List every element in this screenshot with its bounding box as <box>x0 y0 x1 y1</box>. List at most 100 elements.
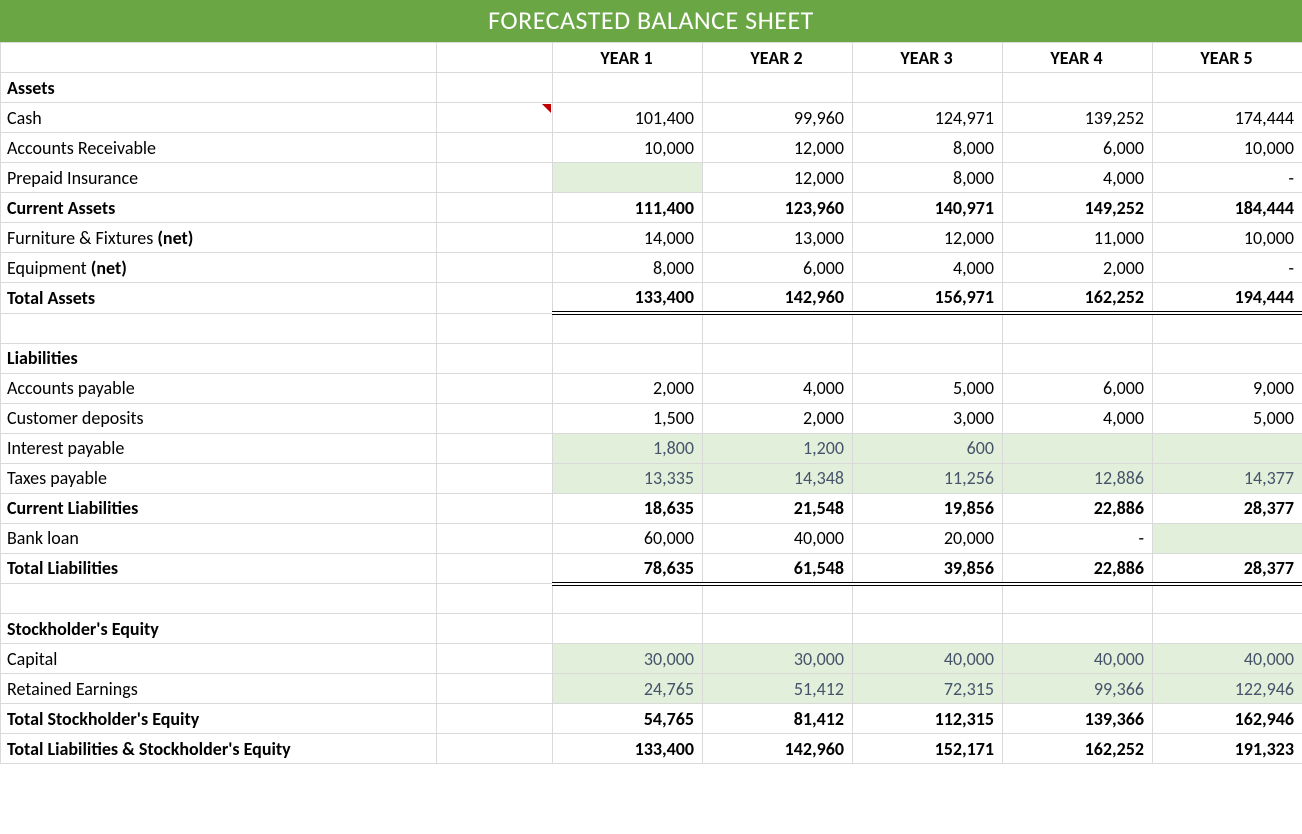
row-label[interactable]: Equipment (net) <box>1 253 437 283</box>
row-label[interactable]: Total Liabilities <box>1 553 437 584</box>
cell-value[interactable] <box>1153 433 1302 463</box>
cell-value[interactable]: 72,315 <box>853 674 1003 704</box>
cell-value[interactable]: 139,366 <box>1003 704 1153 734</box>
cell-value[interactable]: 12,000 <box>703 133 853 163</box>
cell-value[interactable]: 54,765 <box>553 704 703 734</box>
cell-empty[interactable] <box>703 313 853 343</box>
cell-empty[interactable] <box>1153 313 1302 343</box>
cell-empty[interactable] <box>703 73 853 103</box>
cell-empty[interactable] <box>437 163 553 193</box>
column-header-year3[interactable]: YEAR 3 <box>853 43 1003 73</box>
cell-empty[interactable] <box>437 734 553 764</box>
cell-empty[interactable] <box>853 584 1003 614</box>
cell-value[interactable]: 30,000 <box>553 644 703 674</box>
cell-empty[interactable] <box>553 313 703 343</box>
cell-empty[interactable] <box>1003 313 1153 343</box>
cell-empty[interactable] <box>437 43 553 73</box>
cell-value[interactable]: 112,315 <box>853 704 1003 734</box>
cell-empty[interactable] <box>437 523 553 553</box>
cell-empty[interactable] <box>437 644 553 674</box>
cell-value[interactable]: - <box>1003 523 1153 553</box>
cell-value[interactable]: 9,000 <box>1153 373 1302 403</box>
cell-empty[interactable] <box>437 433 553 463</box>
cell-value[interactable]: 11,000 <box>1003 223 1153 253</box>
cell-value[interactable]: 2,000 <box>703 403 853 433</box>
cell-value[interactable]: 99,960 <box>703 103 853 133</box>
row-label[interactable]: Interest payable <box>1 433 437 463</box>
cell-value[interactable]: 99,366 <box>1003 674 1153 704</box>
cell-value[interactable]: 174,444 <box>1153 103 1302 133</box>
cell-value[interactable]: 12,000 <box>853 223 1003 253</box>
cell-empty[interactable] <box>437 133 553 163</box>
cell-empty[interactable] <box>437 223 553 253</box>
row-label[interactable]: Accounts payable <box>1 373 437 403</box>
cell-value[interactable]: 13,000 <box>703 223 853 253</box>
cell-empty[interactable] <box>437 674 553 704</box>
cell-empty[interactable] <box>553 73 703 103</box>
cell-value[interactable]: 6,000 <box>1003 133 1153 163</box>
cell-value[interactable]: 30,000 <box>703 644 853 674</box>
cell-empty[interactable] <box>1003 614 1153 644</box>
section-title-assets[interactable]: Assets <box>1 73 437 103</box>
cell-value[interactable]: 40,000 <box>853 644 1003 674</box>
cell-value[interactable]: 14,348 <box>703 463 853 493</box>
cell-empty[interactable] <box>553 614 703 644</box>
cell-value[interactable]: 123,960 <box>703 193 853 223</box>
cell-value[interactable]: 28,377 <box>1153 553 1302 584</box>
cell-value[interactable]: 5,000 <box>853 373 1003 403</box>
cell-value[interactable]: 20,000 <box>853 523 1003 553</box>
cell-value[interactable]: 162,252 <box>1003 283 1153 314</box>
row-label[interactable]: Retained Earnings <box>1 674 437 704</box>
row-label[interactable]: Customer deposits <box>1 403 437 433</box>
cell-value[interactable]: 8,000 <box>853 133 1003 163</box>
cell-value[interactable]: 1,800 <box>553 433 703 463</box>
cell-value[interactable]: 10,000 <box>1153 133 1302 163</box>
row-label[interactable]: Total Assets <box>1 283 437 314</box>
cell-empty[interactable] <box>437 584 553 614</box>
cell-value[interactable]: 162,946 <box>1153 704 1302 734</box>
cell-value[interactable]: 60,000 <box>553 523 703 553</box>
cell-value[interactable]: 191,323 <box>1153 734 1302 764</box>
cell-value[interactable]: 11,256 <box>853 463 1003 493</box>
cell-empty[interactable] <box>1003 584 1153 614</box>
cell-empty[interactable] <box>437 493 553 523</box>
cell-value[interactable]: 139,252 <box>1003 103 1153 133</box>
cell-value[interactable]: 156,971 <box>853 283 1003 314</box>
cell-empty[interactable] <box>553 343 703 373</box>
cell-value[interactable]: 1,500 <box>553 403 703 433</box>
cell-value[interactable]: 39,856 <box>853 553 1003 584</box>
cell-value[interactable]: 142,960 <box>703 734 853 764</box>
cell-value[interactable]: 149,252 <box>1003 193 1153 223</box>
cell-value[interactable]: 124,971 <box>853 103 1003 133</box>
cell-value[interactable]: 162,252 <box>1003 734 1153 764</box>
cell-value[interactable]: 78,635 <box>553 553 703 584</box>
cell-value[interactable]: 19,856 <box>853 493 1003 523</box>
row-label[interactable]: Capital <box>1 644 437 674</box>
cell-value[interactable]: 4,000 <box>1003 163 1153 193</box>
cell-value[interactable]: 40,000 <box>1153 644 1302 674</box>
section-title-equity[interactable]: Stockholder's Equity <box>1 614 437 644</box>
cell-empty[interactable] <box>437 283 553 314</box>
cell-empty[interactable] <box>1 43 437 73</box>
cell-value[interactable]: 22,886 <box>1003 553 1153 584</box>
cell-value[interactable]: 2,000 <box>1003 253 1153 283</box>
cell-empty[interactable] <box>437 463 553 493</box>
cell-empty[interactable] <box>1153 343 1302 373</box>
cell-empty[interactable] <box>703 343 853 373</box>
cell-empty[interactable] <box>703 584 853 614</box>
cell-value[interactable]: 21,548 <box>703 493 853 523</box>
cell-value[interactable]: 600 <box>853 433 1003 463</box>
cell-value[interactable]: 111,400 <box>553 193 703 223</box>
cell-value[interactable]: 3,000 <box>853 403 1003 433</box>
cell-value[interactable]: 10,000 <box>1153 223 1302 253</box>
cell-empty[interactable] <box>437 704 553 734</box>
cell-value[interactable]: 133,400 <box>553 734 703 764</box>
row-label[interactable]: Current Assets <box>1 193 437 223</box>
cell-value[interactable]: 8,000 <box>553 253 703 283</box>
row-label[interactable]: Bank loan <box>1 523 437 553</box>
cell-value[interactable]: 13,335 <box>553 463 703 493</box>
column-header-year2[interactable]: YEAR 2 <box>703 43 853 73</box>
cell-value[interactable]: 4,000 <box>853 253 1003 283</box>
cell-empty[interactable] <box>437 553 553 584</box>
cell-value[interactable]: 101,400 <box>553 103 703 133</box>
